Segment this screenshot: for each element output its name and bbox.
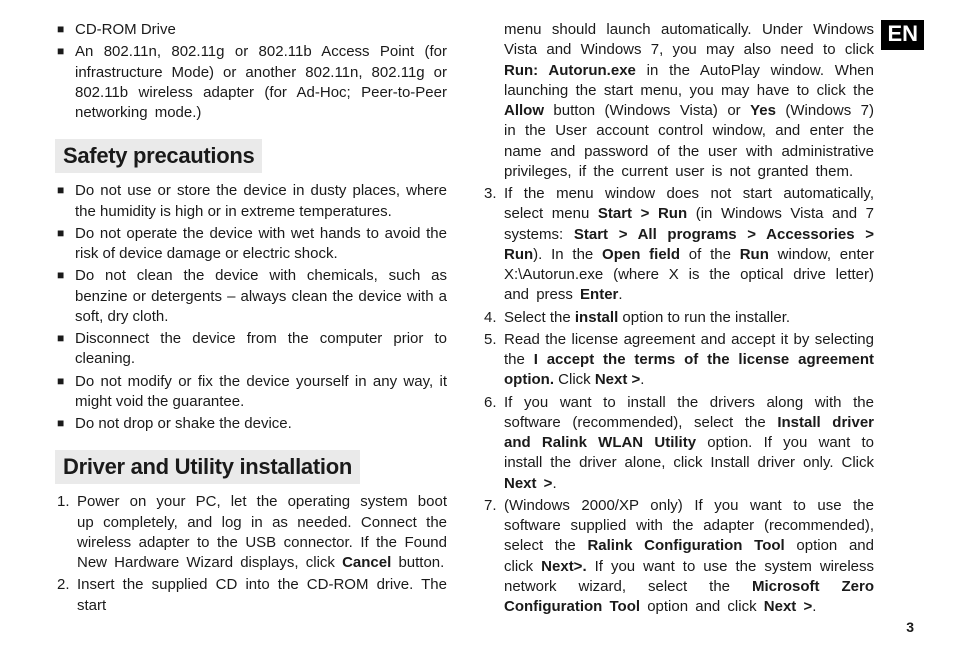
bold-text: Next>.: [541, 558, 586, 575]
text: .: [640, 371, 644, 388]
text: option and click: [640, 598, 764, 615]
list-item: Read the license agreement and accept it…: [482, 330, 874, 391]
text: .: [812, 598, 816, 615]
page-content: CD-ROM Drive An 802.11n, 802.11g or 802.…: [0, 0, 954, 649]
text: Select the: [504, 309, 575, 326]
list-item: Do not use or store the device in dusty …: [55, 181, 447, 222]
list-item: Insert the supplied CD into the CD-ROM d…: [55, 575, 447, 616]
list-item: Power on your PC, let the operating syst…: [55, 492, 447, 573]
list-item: Disconnect the device from the computer …: [55, 329, 447, 370]
list-item: Select the install option to run the ins…: [482, 308, 874, 328]
list-item: An 802.11n, 802.11g or 802.11b Access Po…: [55, 42, 447, 123]
safety-list: Do not use or store the device in dusty …: [55, 181, 447, 434]
text: button.: [391, 554, 444, 571]
install-steps-right: If the menu window does not start automa…: [482, 184, 874, 617]
requirements-list: CD-ROM Drive An 802.11n, 802.11g or 802.…: [55, 20, 447, 123]
bold-text: Start > Run: [598, 205, 687, 222]
bold-text: Ralink Configuration Tool: [587, 537, 784, 554]
list-item: Do not modify or fix the device yourself…: [55, 372, 447, 413]
bold-text: Allow: [504, 102, 544, 119]
right-column: menu should launch automatically. Under …: [482, 20, 914, 639]
list-item: (Windows 2000/XP only) If you want to us…: [482, 496, 874, 618]
text: button (Windows Vista) or: [544, 102, 750, 119]
driver-heading: Driver and Utility installation: [55, 450, 360, 484]
language-label: EN: [881, 20, 924, 50]
safety-heading: Safety precautions: [55, 139, 262, 173]
install-steps-left: Power on your PC, let the operating syst…: [55, 492, 447, 616]
bold-text: Open field: [602, 246, 680, 263]
bold-text: Next >: [504, 475, 552, 492]
list-item: CD-ROM Drive: [55, 20, 447, 40]
bold-text: install: [575, 309, 618, 326]
text: of the: [680, 246, 740, 263]
list-item: Do not drop or shake the device.: [55, 414, 447, 434]
text: ). In the: [533, 246, 602, 263]
text: Click: [554, 371, 595, 388]
bold-text: Yes: [750, 102, 776, 119]
bold-text: Run: [740, 246, 769, 263]
bold-text: Enter: [580, 286, 618, 303]
text: option to run the installer.: [618, 309, 790, 326]
page-number: 3: [906, 619, 914, 635]
left-column: CD-ROM Drive An 802.11n, 802.11g or 802.…: [55, 20, 452, 639]
continuation-paragraph: menu should launch automatically. Under …: [482, 20, 874, 182]
bold-text: Next >: [764, 598, 812, 615]
text: menu should launch automatically. Under …: [504, 21, 874, 58]
bold-text: Cancel: [342, 554, 391, 571]
bold-text: Run: Autorun.exe: [504, 62, 636, 79]
list-item: Do not operate the device with wet hands…: [55, 224, 447, 265]
list-item: If the menu window does not start automa…: [482, 184, 874, 306]
text: .: [618, 286, 622, 303]
list-item: Do not clean the device with chemicals, …: [55, 266, 447, 327]
text: .: [552, 475, 556, 492]
bold-text: Next >: [595, 371, 640, 388]
list-item: If you want to install the drivers along…: [482, 393, 874, 494]
